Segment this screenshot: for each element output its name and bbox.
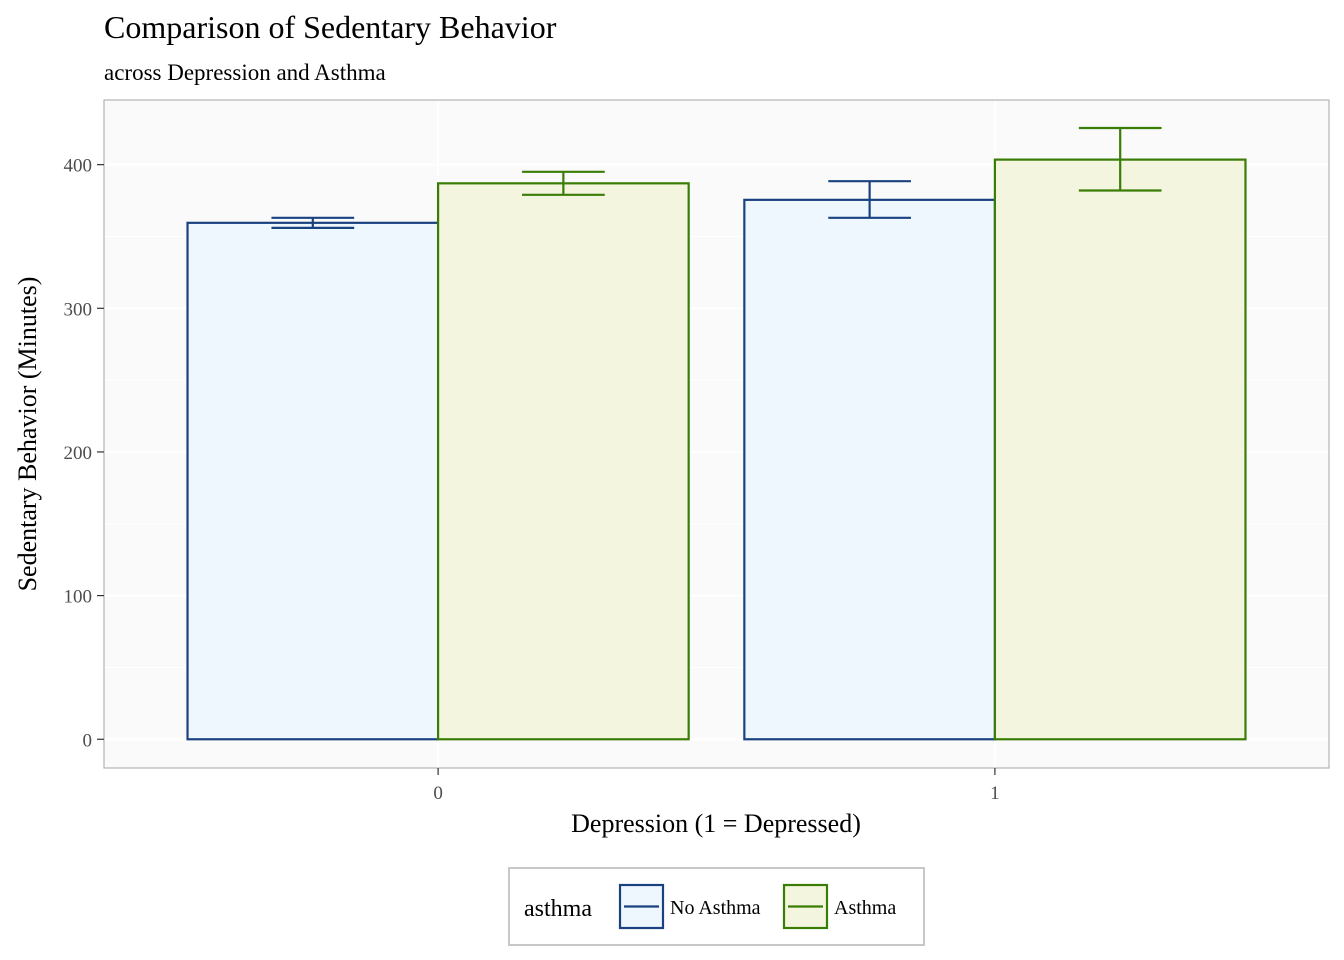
error-bar-asthma-1 [1078, 126, 1162, 192]
y-tick-label: 200 [64, 443, 93, 464]
y-tick-label: 0 [83, 730, 93, 751]
error-bar-no-asthma-0 [271, 216, 355, 229]
x-tick-label: 1 [990, 783, 1000, 804]
legend-item-no-asthma: No Asthma [618, 883, 761, 930]
bar-no-asthma-0 [186, 221, 440, 741]
bar-asthma-1 [993, 158, 1247, 741]
x-tick-label: 0 [433, 783, 443, 804]
legend-box [508, 867, 925, 946]
plot-panel-border [103, 99, 1330, 769]
y-axis: 0 100 200 300 400 [64, 156, 104, 751]
error-bar-no-asthma-1 [828, 180, 911, 219]
bar-asthma-0 [436, 182, 690, 741]
bars [186, 158, 1247, 741]
y-tick-label: 100 [64, 587, 93, 608]
error-bars [271, 126, 1162, 229]
y-tick-label: 400 [64, 156, 93, 177]
chart-subtitle: across Depression and Asthma [104, 60, 386, 85]
y-tick-label: 300 [64, 299, 93, 320]
bar-no-asthma-1 [743, 198, 997, 741]
legend-item-asthma: Asthma [782, 883, 896, 930]
legend: asthma No Asthma Asthma [508, 867, 925, 946]
legend-label: No Asthma [670, 897, 761, 919]
chart-title: Comparison of Sedentary Behavior [104, 9, 557, 45]
legend-label: Asthma [834, 897, 896, 919]
legend-items: No Asthma Asthma [618, 883, 896, 930]
x-axis-title: Depression (1 = Depressed) [571, 809, 861, 838]
error-bar-asthma-0 [522, 170, 605, 196]
y-axis-title: Sedentary Behavior (Minutes) [13, 277, 42, 592]
legend-title: asthma [524, 896, 592, 922]
